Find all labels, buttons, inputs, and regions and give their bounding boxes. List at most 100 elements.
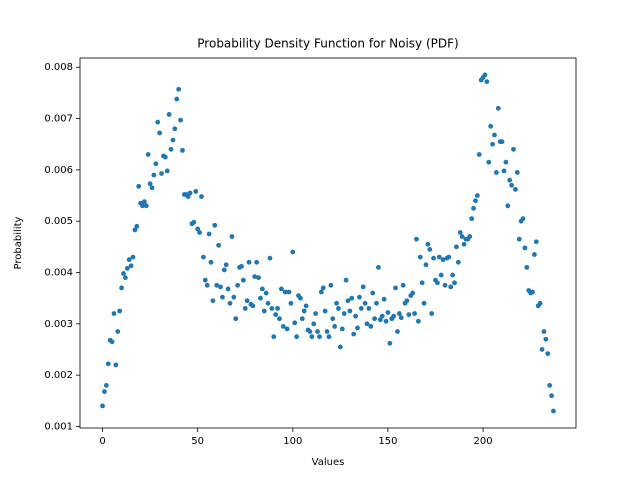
point	[501, 168, 507, 174]
point	[379, 313, 385, 319]
point	[446, 254, 452, 260]
point	[355, 325, 360, 331]
point	[450, 272, 456, 278]
point	[471, 205, 476, 211]
point	[318, 289, 324, 295]
point	[436, 254, 442, 260]
point	[102, 389, 107, 394]
point	[178, 117, 183, 123]
point	[130, 254, 136, 260]
y-tick-label: 0.004	[44, 268, 73, 279]
point	[423, 262, 429, 268]
point	[286, 289, 292, 295]
point	[324, 329, 330, 334]
point	[240, 277, 246, 283]
point	[301, 308, 307, 314]
point	[490, 141, 495, 147]
point	[225, 286, 231, 292]
point	[415, 318, 421, 324]
point	[136, 183, 142, 189]
point	[509, 182, 514, 188]
point	[288, 300, 294, 306]
x-tick-label: 150	[378, 436, 397, 447]
point	[143, 203, 149, 209]
point	[294, 334, 300, 340]
point	[499, 139, 505, 145]
point	[278, 286, 284, 292]
point	[434, 280, 440, 286]
point	[254, 259, 260, 265]
point	[431, 255, 436, 261]
point	[223, 262, 229, 268]
point	[469, 216, 475, 222]
point	[126, 257, 132, 263]
point	[396, 311, 402, 316]
point	[220, 294, 225, 300]
point	[503, 159, 509, 165]
point	[492, 132, 497, 138]
point	[277, 316, 282, 322]
point	[341, 311, 347, 316]
x-tick-label: 50	[191, 436, 204, 447]
point	[404, 298, 410, 304]
point	[284, 326, 290, 332]
point	[507, 177, 513, 183]
point	[157, 130, 163, 136]
point	[474, 193, 480, 198]
point	[229, 234, 235, 239]
chart-title: Probability Density Function for Noisy (…	[197, 37, 458, 51]
point	[486, 159, 492, 165]
point	[391, 313, 397, 319]
point	[455, 259, 461, 265]
point	[299, 316, 305, 322]
point	[256, 275, 261, 281]
point	[269, 306, 275, 311]
point	[454, 244, 459, 250]
point	[419, 280, 425, 286]
point	[452, 280, 457, 286]
point	[322, 308, 328, 314]
point	[132, 227, 138, 233]
point	[467, 234, 473, 239]
y-tick-label: 0.006	[44, 165, 73, 176]
point	[493, 170, 499, 175]
y-tick-label: 0.005	[44, 216, 73, 227]
point	[187, 190, 193, 196]
point	[103, 383, 109, 388]
point	[414, 236, 419, 242]
point	[473, 198, 478, 204]
point	[459, 234, 465, 239]
point	[216, 242, 222, 248]
point	[282, 289, 288, 295]
point	[252, 274, 258, 280]
point	[400, 282, 406, 288]
point	[330, 316, 336, 322]
point	[320, 285, 326, 291]
point	[372, 316, 378, 322]
point	[128, 263, 134, 269]
point	[448, 284, 454, 290]
point	[368, 323, 374, 329]
point	[514, 170, 520, 175]
x-tick-label: 0	[99, 436, 105, 447]
point	[218, 284, 223, 290]
point	[117, 308, 123, 314]
point	[191, 219, 197, 225]
point	[406, 312, 412, 317]
point	[438, 272, 444, 278]
point	[547, 383, 553, 388]
point	[376, 264, 381, 270]
point	[484, 79, 490, 85]
point	[549, 393, 554, 399]
point	[332, 323, 338, 329]
point	[298, 295, 303, 301]
point	[200, 254, 206, 260]
point	[221, 267, 227, 273]
point	[174, 96, 180, 102]
point	[233, 316, 239, 322]
point	[145, 152, 151, 157]
point	[315, 329, 320, 334]
y-tick-label: 0.001	[44, 421, 73, 432]
point	[197, 230, 202, 235]
point	[513, 186, 518, 192]
